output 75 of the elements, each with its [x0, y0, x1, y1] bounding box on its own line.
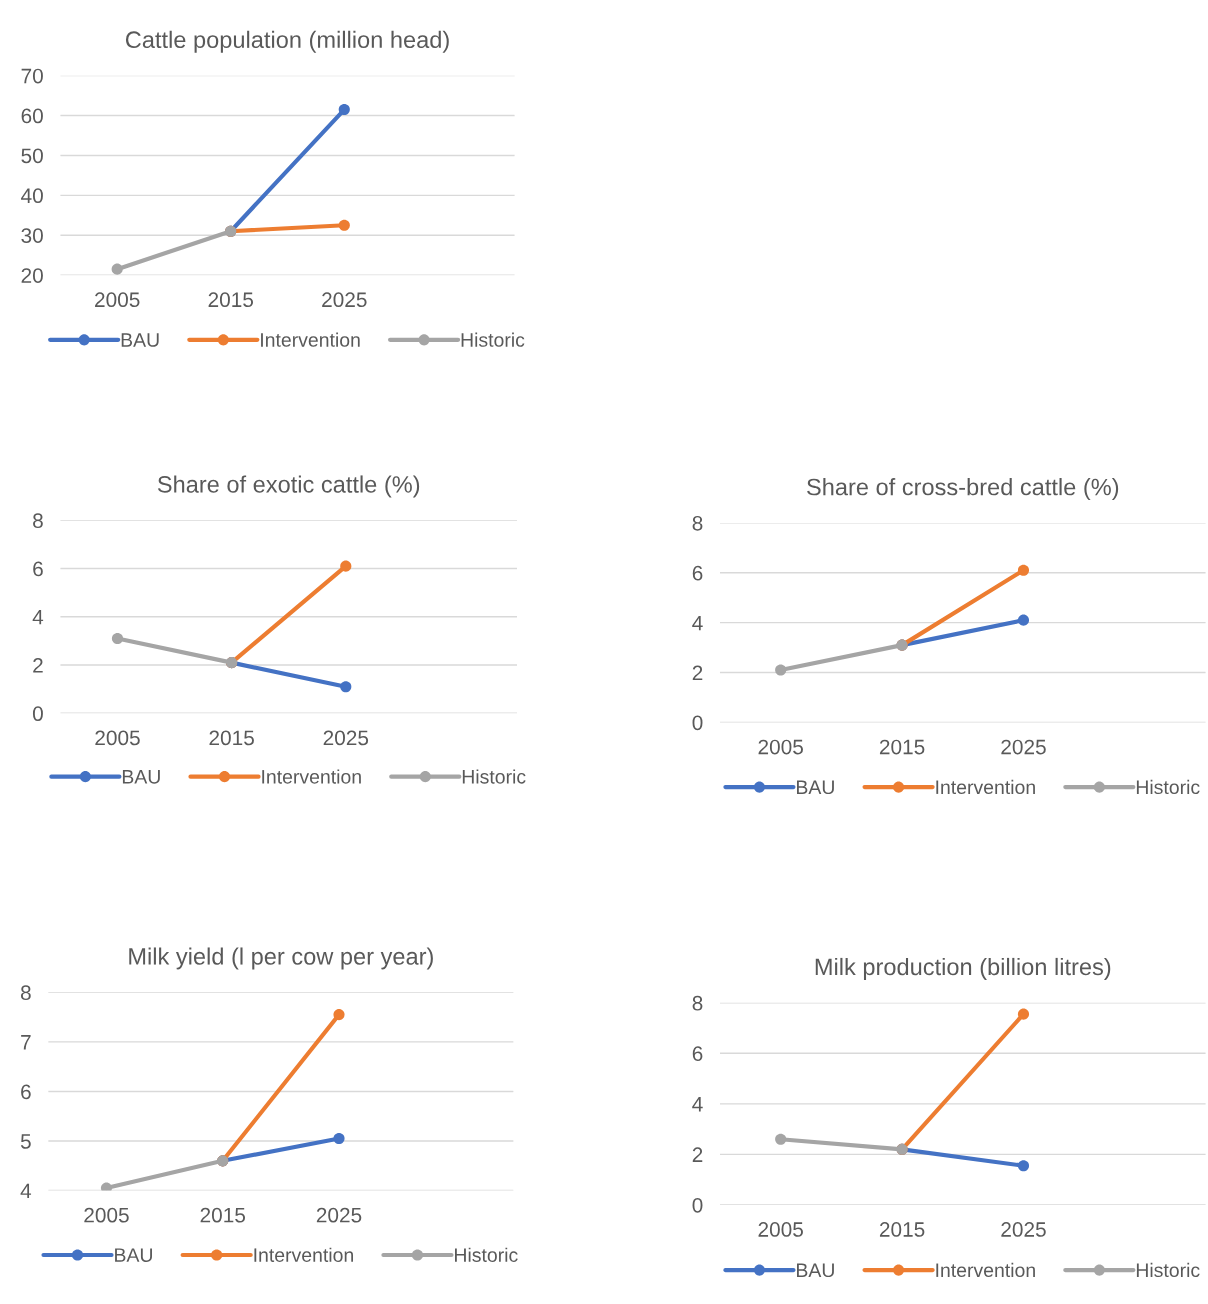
point — [1017, 1160, 1030, 1172]
point — [111, 632, 124, 645]
x-tick-label: 2025 — [316, 1207, 362, 1223]
x-tick-label: 2015 — [879, 1222, 925, 1237]
x-tick-label: 2025 — [1001, 739, 1046, 755]
y-tick-label: 6 — [21, 1084, 31, 1100]
y-tick-label: 6 — [692, 565, 703, 581]
y-tick-label: 5 — [20, 1134, 31, 1149]
legend-label: Historic — [1136, 1262, 1200, 1278]
y-tick-label: 8 — [692, 995, 703, 1011]
legend-label: BAU — [115, 1248, 152, 1262]
y-tick-label: 8 — [20, 985, 31, 1001]
x-tick-label: 2005 — [95, 730, 140, 746]
y-tick-label: 7 — [21, 1035, 31, 1050]
point — [775, 1133, 787, 1145]
point — [340, 560, 352, 572]
y-tick-label: 2 — [692, 665, 703, 681]
point — [333, 1009, 345, 1021]
point — [333, 1132, 345, 1145]
y-tick-label: 70 — [21, 68, 43, 84]
x-tick-label: 2015 — [200, 1207, 246, 1223]
y-tick-label: 0 — [692, 1197, 703, 1213]
legend-label: Intervention — [936, 779, 1035, 795]
chart-title: Share of cross-bred cattle (%) — [807, 478, 1119, 501]
y-tick-label: 0 — [692, 715, 703, 731]
point — [775, 664, 787, 676]
y-tick-label: 6 — [33, 561, 43, 577]
x-tick-label: 2015 — [209, 730, 254, 746]
point — [338, 103, 350, 116]
point — [340, 681, 352, 693]
y-tick-label: 40 — [21, 188, 43, 204]
y-tick-label: 0 — [32, 706, 43, 722]
legend-label: BAU — [797, 1263, 834, 1278]
legend-label: Historic — [1136, 779, 1200, 795]
y-tick-label: 4 — [692, 1097, 703, 1112]
point — [1017, 564, 1030, 576]
x-tick-label: 2025 — [323, 730, 369, 746]
point — [111, 263, 123, 275]
legend-label: Historic — [461, 332, 525, 347]
x-tick-label: 2015 — [879, 739, 925, 755]
y-tick-label: 8 — [692, 515, 703, 531]
chart-title: Cattle population (million head) — [125, 30, 449, 53]
point — [1017, 614, 1030, 626]
y-tick-label: 60 — [21, 108, 43, 124]
x-tick-label: 2025 — [322, 292, 367, 308]
chart-title: Milk production (billion litres) — [815, 957, 1111, 980]
legend-label: Intervention — [254, 1247, 353, 1262]
y-tick-label: 20 — [21, 268, 43, 283]
y-tick-label: 4 — [20, 1183, 32, 1199]
legend-label: Intervention — [936, 1262, 1035, 1278]
x-tick-label: 2015 — [208, 292, 254, 308]
x-tick-label: 2005 — [758, 1222, 803, 1237]
x-tick-label: 2005 — [758, 739, 803, 755]
y-tick-label: 4 — [32, 610, 44, 625]
chart-title: Share of exotic cattle (%) — [157, 475, 420, 498]
x-tick-label: 2025 — [1001, 1222, 1046, 1237]
y-tick-label: 2 — [33, 658, 43, 673]
x-tick-label: 2005 — [84, 1207, 129, 1223]
legend-label: Historic — [455, 1247, 518, 1262]
point — [1017, 1008, 1030, 1020]
point — [338, 219, 350, 231]
legend-label: Historic — [462, 769, 526, 784]
y-tick-label: 8 — [33, 513, 43, 529]
chart-title: Milk yield (l per cow per year) — [129, 947, 433, 970]
y-tick-label: 2 — [692, 1147, 703, 1162]
legend-label: BAU — [797, 780, 834, 795]
legend-label: BAU — [122, 770, 160, 784]
y-tick-label: 30 — [21, 228, 43, 243]
y-tick-label: 6 — [692, 1046, 703, 1062]
legend-label: Intervention — [262, 769, 361, 784]
legend-label: Intervention — [261, 332, 360, 347]
y-tick-label: 50 — [21, 148, 43, 164]
legend-label: BAU — [121, 333, 159, 347]
x-tick-label: 2005 — [95, 292, 140, 308]
y-tick-label: 4 — [692, 615, 703, 631]
